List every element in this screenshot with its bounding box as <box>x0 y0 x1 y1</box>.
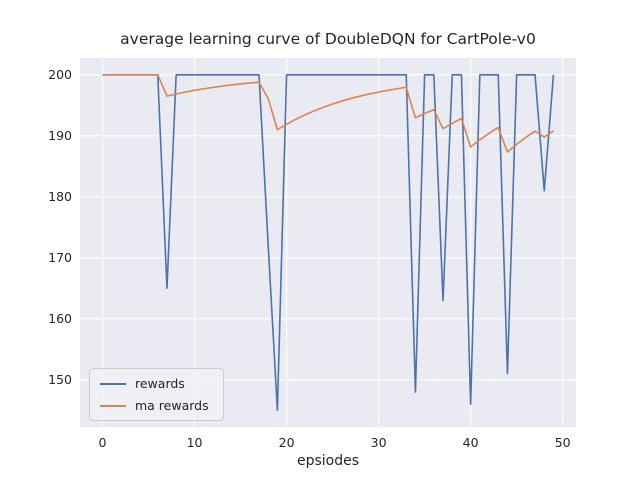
rewards-line-sample <box>100 382 126 385</box>
x-tick-label: 0 <box>98 435 107 450</box>
y-tick-label: 170 <box>48 249 72 265</box>
x-tick-label: 40 <box>462 435 479 450</box>
rewards-line <box>102 73 555 412</box>
legend-item-rewards: rewards <box>100 376 209 391</box>
ma-rewards-line <box>102 73 554 153</box>
y-tick-label: 160 <box>48 310 72 326</box>
chart-title: average learning curve of DoubleDQN for … <box>120 30 536 48</box>
x-tick-label: 30 <box>370 435 387 450</box>
x-axis-label: epsiodes <box>296 453 360 469</box>
y-tick-label: 150 <box>48 371 72 387</box>
legend-label-ma-rewards: ma rewards <box>135 398 209 413</box>
x-tick-label: 20 <box>278 435 295 450</box>
ma-rewards-line-sample <box>100 404 126 407</box>
x-tick-label: 50 <box>554 435 571 450</box>
y-tick-label: 190 <box>48 127 72 143</box>
legend-label-rewards: rewards <box>135 376 185 391</box>
x-tick-label: 10 <box>186 435 203 450</box>
y-tick-label: 200 <box>48 66 72 82</box>
plot-canvas <box>80 58 576 427</box>
legend-item-ma-rewards: ma rewards <box>100 398 209 413</box>
y-tick-label: 180 <box>48 188 72 204</box>
legend: rewards ma rewards <box>89 368 224 421</box>
plot-area: rewards ma rewards <box>80 58 576 427</box>
